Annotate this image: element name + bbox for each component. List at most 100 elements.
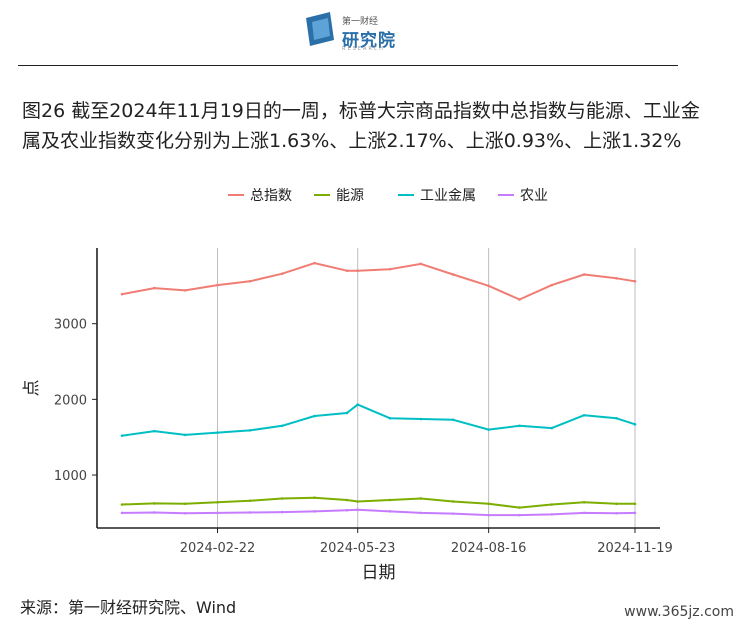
series-3-point-9 bbox=[388, 510, 392, 513]
series-0-point-16 bbox=[615, 276, 618, 280]
series-2-point-8 bbox=[356, 403, 360, 406]
series-2-point-6 bbox=[313, 414, 316, 418]
figure-caption: 图26 截至2024年11月19日的一周，标普大宗商品指数中总指数与能源、工业金属… bbox=[22, 96, 702, 156]
series-1-point-11 bbox=[451, 500, 455, 503]
series-0-point-17 bbox=[633, 279, 637, 283]
figure-caption-text: 截至2024年11月19日的一周，标普大宗商品指数中总指数与能源、工业金属及农业… bbox=[22, 100, 700, 152]
y-tick-label-0: 1000 bbox=[54, 469, 87, 484]
x-tick-label-2: 2024-08-16 bbox=[451, 541, 527, 556]
series-1-point-3 bbox=[216, 500, 219, 504]
series-2-point-7 bbox=[345, 411, 349, 415]
series-0-point-1 bbox=[153, 286, 156, 290]
series-3-point-15 bbox=[582, 511, 586, 515]
series-0-point-2 bbox=[183, 289, 187, 292]
series-3-point-0 bbox=[120, 511, 124, 515]
series-1-point-15 bbox=[582, 500, 586, 504]
series-3-point-7 bbox=[345, 508, 349, 512]
series-2-point-4 bbox=[248, 429, 252, 432]
brand-small: 第一财经 bbox=[342, 17, 379, 27]
series-line-0 bbox=[121, 262, 636, 301]
series-1-point-4 bbox=[248, 499, 252, 503]
legend-label-1: 能源 bbox=[336, 188, 364, 204]
series-0-point-3 bbox=[216, 283, 219, 287]
x-tick-label-3: 2024-11-19 bbox=[597, 541, 673, 556]
x-axis-title: 日期 bbox=[362, 563, 396, 583]
series-2-point-5 bbox=[280, 424, 284, 428]
x-tick-label-1: 2024-05-23 bbox=[320, 541, 396, 556]
series-3-point-3 bbox=[216, 511, 219, 515]
header-divider bbox=[18, 65, 678, 66]
source-note: 来源：第一财经研究院、Wind bbox=[20, 598, 237, 617]
brand-logo: 第一财经 研究院 RESEARCH bbox=[302, 10, 402, 56]
series-0-point-9 bbox=[388, 267, 392, 271]
series-2-point-15 bbox=[582, 413, 586, 417]
series-3-point-13 bbox=[518, 513, 521, 517]
series-3-point-8 bbox=[356, 508, 360, 512]
series-0-point-4 bbox=[248, 279, 252, 283]
series-0-point-12 bbox=[487, 284, 490, 288]
series-3-point-10 bbox=[419, 511, 423, 515]
series-2-point-0 bbox=[120, 434, 124, 437]
series-2-point-13 bbox=[518, 424, 521, 428]
series-0-point-10 bbox=[419, 262, 423, 266]
series-0-point-13 bbox=[518, 298, 521, 301]
series-2-point-1 bbox=[153, 429, 156, 433]
series-2-point-11 bbox=[451, 418, 455, 422]
y-axis-title: 点 bbox=[22, 380, 42, 397]
series-1-point-13 bbox=[518, 506, 521, 509]
series-line-2 bbox=[121, 403, 636, 437]
series-3-point-17 bbox=[633, 511, 637, 515]
brand-name: 研究院 bbox=[342, 31, 396, 51]
series-3-point-11 bbox=[451, 512, 455, 515]
series-0-point-8 bbox=[356, 269, 360, 273]
series-1-point-16 bbox=[615, 502, 618, 506]
series-3-point-6 bbox=[313, 510, 316, 513]
series-0-point-7 bbox=[345, 269, 349, 273]
brand-sub: RESEARCH bbox=[342, 46, 385, 52]
series-1-point-9 bbox=[388, 498, 392, 502]
series-2-point-17 bbox=[633, 423, 637, 426]
series-1-point-0 bbox=[120, 503, 124, 506]
series-3-point-4 bbox=[248, 511, 252, 514]
watermark: www.365jz.com bbox=[624, 604, 734, 620]
series-1-point-7 bbox=[345, 498, 349, 502]
series-2-point-14 bbox=[550, 426, 554, 430]
series-0-point-11 bbox=[451, 273, 455, 276]
series-3-point-1 bbox=[153, 511, 156, 514]
series-3-point-16 bbox=[615, 511, 618, 515]
series-1-point-17 bbox=[633, 502, 637, 506]
line-chart: 1000 2000 3000 2024-02-22 2024-05-23 2024-08-… bbox=[22, 188, 673, 583]
series-2-point-10 bbox=[419, 417, 423, 421]
y-tick-label-2: 3000 bbox=[54, 318, 87, 333]
series-1-point-5 bbox=[280, 497, 284, 500]
series-3-point-2 bbox=[183, 511, 187, 515]
series-2-point-3 bbox=[216, 431, 219, 434]
series-0-point-15 bbox=[582, 273, 586, 276]
series-3-point-12 bbox=[487, 513, 490, 517]
series-0-point-6 bbox=[313, 261, 316, 265]
series-1-point-1 bbox=[153, 502, 156, 505]
series-1-point-14 bbox=[550, 503, 554, 506]
series-1-point-6 bbox=[313, 496, 316, 500]
series-1-point-8 bbox=[356, 500, 360, 503]
figure-number: 图26 bbox=[22, 100, 66, 122]
series-2-point-9 bbox=[388, 416, 392, 420]
x-tick-label-0: 2024-02-22 bbox=[180, 541, 256, 556]
series-line-1 bbox=[121, 496, 635, 509]
series-0-point-0 bbox=[120, 292, 124, 296]
series-2-point-2 bbox=[183, 433, 187, 437]
series-1-point-10 bbox=[419, 497, 423, 500]
series-3-point-5 bbox=[280, 510, 284, 514]
legend-label-3: 农业 bbox=[520, 188, 548, 204]
series-line-3 bbox=[121, 508, 636, 517]
series-3-point-14 bbox=[550, 513, 554, 516]
y-tick-label-1: 2000 bbox=[54, 393, 87, 408]
logo-icon bbox=[306, 12, 334, 46]
legend-label-0: 总指数 bbox=[250, 188, 292, 204]
legend-label-2: 工业金属 bbox=[420, 188, 476, 204]
series-1-point-12 bbox=[487, 502, 490, 506]
series-2-point-16 bbox=[615, 416, 618, 420]
series-2-point-12 bbox=[487, 428, 490, 431]
series-1-point-2 bbox=[183, 502, 187, 506]
series-0-point-14 bbox=[550, 283, 554, 287]
